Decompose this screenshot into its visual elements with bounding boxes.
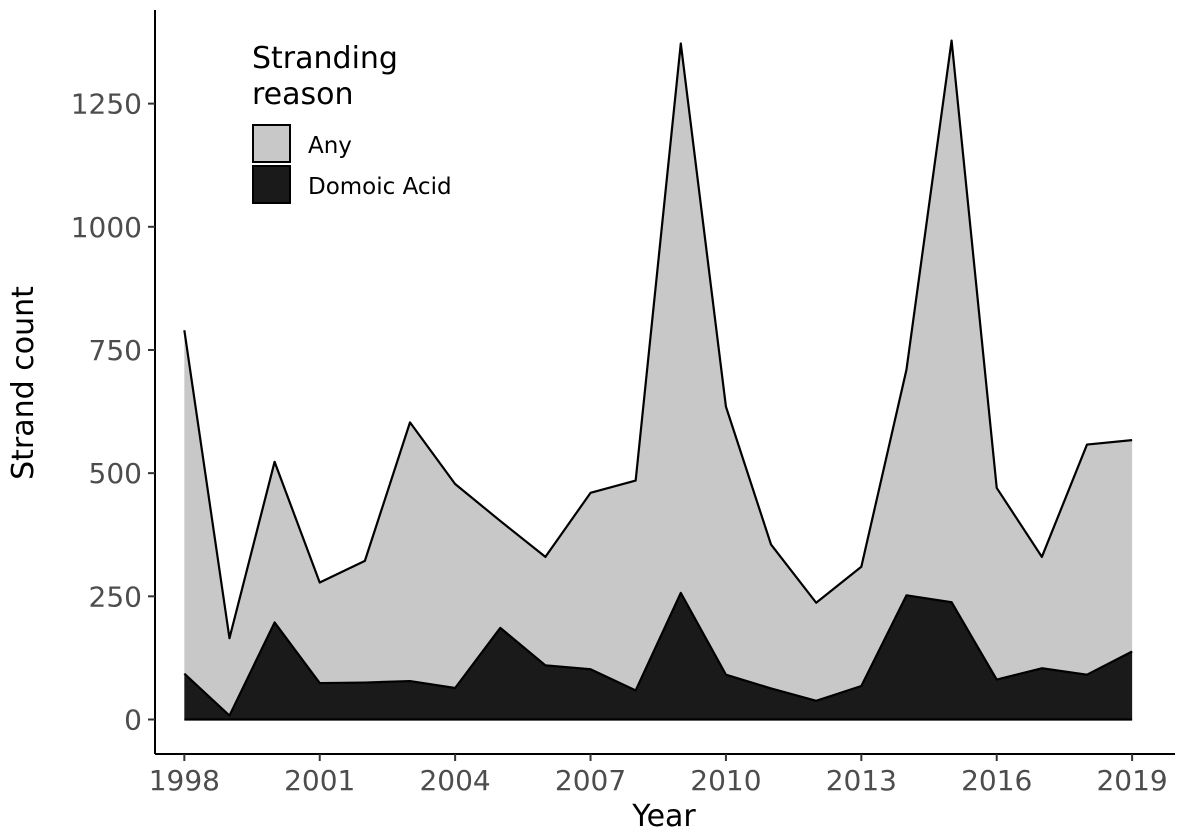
x-tick-label: 2019 bbox=[1096, 764, 1167, 797]
x-tick-label: 2010 bbox=[690, 764, 761, 797]
legend-label-any: Any bbox=[308, 133, 352, 159]
y-tick-label: 0 bbox=[124, 704, 142, 737]
legend-swatch-domoic-acid bbox=[253, 166, 290, 203]
x-tick-label: 2007 bbox=[555, 764, 626, 797]
legend-title-line-2: reason bbox=[252, 77, 354, 112]
x-tick-label: 2004 bbox=[419, 764, 490, 797]
y-tick-label: 1000 bbox=[71, 211, 142, 244]
legend-label-domoic-acid: Domoic Acid bbox=[308, 174, 452, 200]
x-tick-label: 1998 bbox=[149, 764, 220, 797]
legend: Stranding reason Any Domoic Acid bbox=[252, 41, 452, 203]
y-axis-title: Strand count bbox=[6, 286, 41, 480]
legend-swatch-any bbox=[253, 125, 290, 162]
y-tick-label: 500 bbox=[89, 457, 142, 490]
x-axis-title: Year bbox=[631, 799, 696, 834]
x-tick-label: 2016 bbox=[961, 764, 1032, 797]
x-tick-label: 2013 bbox=[826, 764, 897, 797]
y-tick-label: 250 bbox=[89, 580, 142, 613]
x-ticks-layer: 1998 2001 2004 2007 2010 2013 2016 2019 bbox=[149, 754, 1168, 797]
legend-title-line-1: Stranding bbox=[252, 41, 398, 76]
x-tick-label: 2001 bbox=[284, 764, 355, 797]
y-tick-label: 1250 bbox=[71, 88, 142, 121]
y-ticks-layer: 0 250 500 750 1000 1250 bbox=[71, 88, 155, 737]
y-tick-label: 750 bbox=[89, 334, 142, 367]
